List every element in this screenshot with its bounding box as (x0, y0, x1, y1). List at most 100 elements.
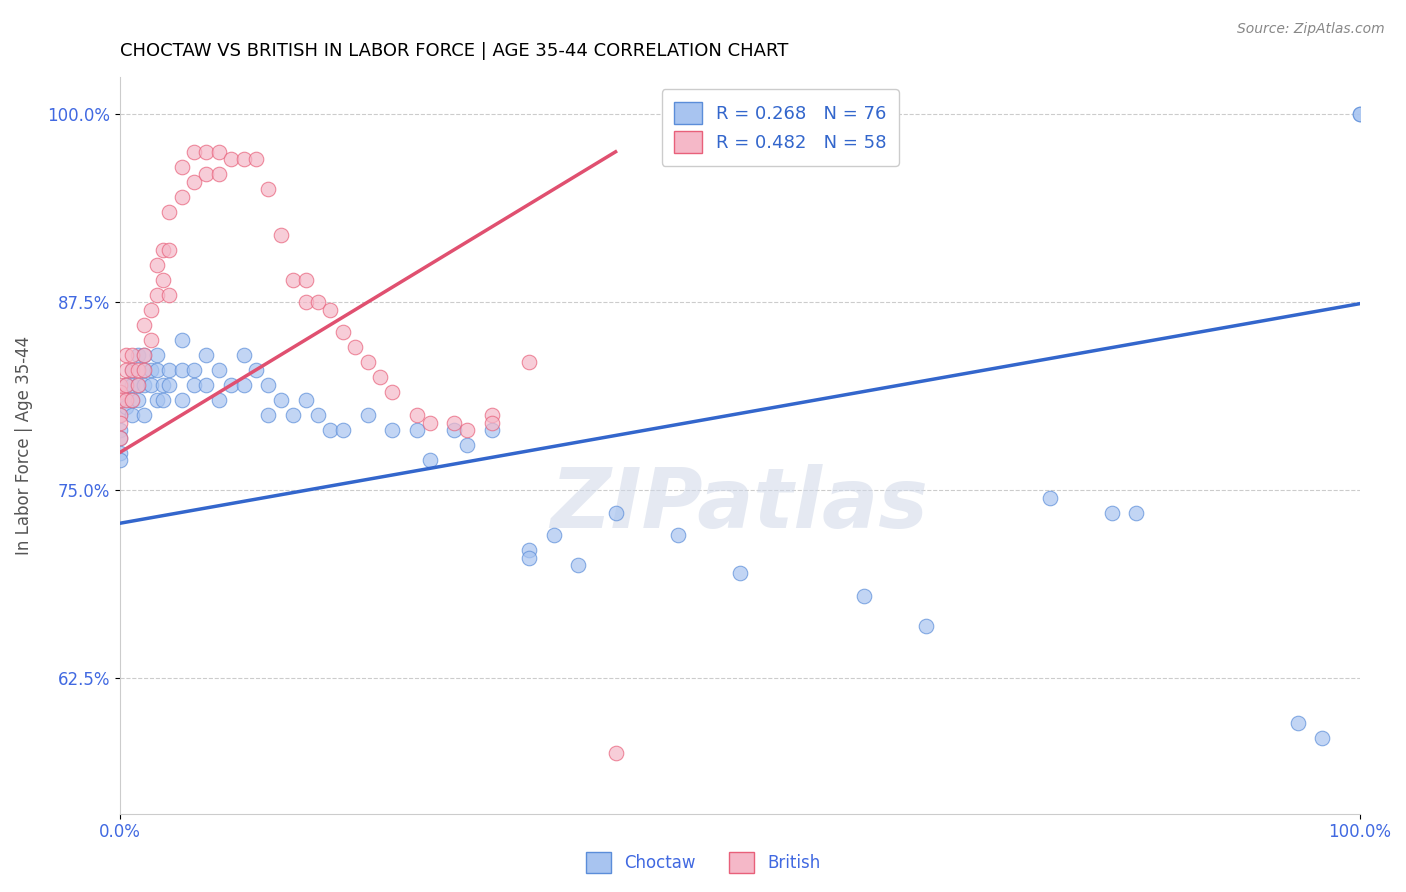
Point (170, 392, 193, 407)
Point (127, 378, 149, 392)
Point (1310, 731, 1333, 746)
Point (139, 302, 162, 317)
Point (134, 348, 156, 362)
Y-axis label: In Labor Force | Age 35-44: In Labor Force | Age 35-44 (15, 335, 32, 555)
Point (219, 153, 242, 167)
Point (146, 363, 169, 377)
Point (245, 153, 267, 167)
Point (356, 355, 378, 369)
Point (139, 333, 162, 347)
Point (208, 363, 231, 377)
Point (170, 333, 193, 347)
Point (1348, 107, 1371, 121)
Point (114, 378, 136, 392)
Point (232, 348, 254, 362)
Point (294, 273, 316, 287)
Point (517, 550, 540, 565)
Point (134, 318, 156, 332)
Point (567, 558, 589, 573)
Point (146, 287, 169, 301)
Point (914, 618, 936, 632)
Point (356, 408, 378, 422)
Point (121, 392, 143, 407)
Point (183, 145, 205, 159)
Point (108, 453, 131, 467)
Text: ZIPatlas: ZIPatlas (551, 464, 928, 544)
Point (108, 378, 131, 392)
Point (121, 408, 143, 422)
Point (208, 392, 231, 407)
Point (406, 408, 429, 422)
Point (1286, 716, 1309, 731)
Point (419, 453, 441, 467)
Point (381, 385, 404, 400)
Point (195, 167, 218, 181)
Point (157, 363, 180, 377)
Point (481, 416, 503, 430)
Point (146, 258, 169, 272)
Point (121, 392, 143, 407)
Point (146, 392, 169, 407)
Point (139, 363, 162, 377)
Point (319, 423, 342, 437)
Point (1348, 107, 1371, 121)
Point (108, 423, 131, 437)
Point (443, 423, 465, 437)
Point (245, 363, 267, 377)
Point (1125, 506, 1147, 520)
Point (114, 392, 136, 407)
Point (456, 438, 478, 452)
Point (183, 175, 205, 189)
Point (481, 408, 503, 422)
Point (294, 392, 316, 407)
Point (134, 348, 156, 362)
Point (1038, 491, 1060, 505)
Point (146, 348, 169, 362)
Point (152, 392, 174, 407)
Point (195, 145, 218, 159)
Point (183, 378, 205, 392)
Point (157, 243, 180, 257)
Point (283, 273, 305, 287)
Point (852, 589, 875, 603)
Point (605, 506, 627, 520)
Point (127, 378, 149, 392)
Point (443, 416, 465, 430)
Point (134, 363, 156, 377)
Point (270, 227, 292, 242)
Point (108, 416, 131, 430)
Point (114, 392, 136, 407)
Point (134, 408, 156, 422)
Point (344, 340, 367, 354)
Point (134, 378, 156, 392)
Point (257, 408, 280, 422)
Point (139, 378, 162, 392)
Point (108, 445, 131, 459)
Point (232, 153, 254, 167)
Point (157, 205, 180, 219)
Point (108, 392, 131, 407)
Point (157, 287, 180, 301)
Point (121, 363, 143, 377)
Point (1101, 506, 1123, 520)
Point (406, 423, 429, 437)
Point (543, 528, 565, 542)
Point (219, 378, 242, 392)
Point (152, 243, 174, 257)
Point (121, 348, 143, 362)
Point (283, 408, 305, 422)
Point (108, 431, 131, 445)
Point (195, 378, 218, 392)
Point (232, 378, 254, 392)
Point (456, 423, 478, 437)
Legend: R = 0.268   N = 76, R = 0.482   N = 58: R = 0.268 N = 76, R = 0.482 N = 58 (662, 89, 898, 166)
Point (121, 363, 143, 377)
Point (294, 295, 316, 310)
Point (152, 378, 174, 392)
Point (114, 348, 136, 362)
Point (121, 378, 143, 392)
Point (257, 182, 280, 196)
Point (108, 408, 131, 422)
Text: CHOCTAW VS BRITISH IN LABOR FORCE | AGE 35-44 CORRELATION CHART: CHOCTAW VS BRITISH IN LABOR FORCE | AGE … (120, 42, 787, 60)
Point (114, 378, 136, 392)
